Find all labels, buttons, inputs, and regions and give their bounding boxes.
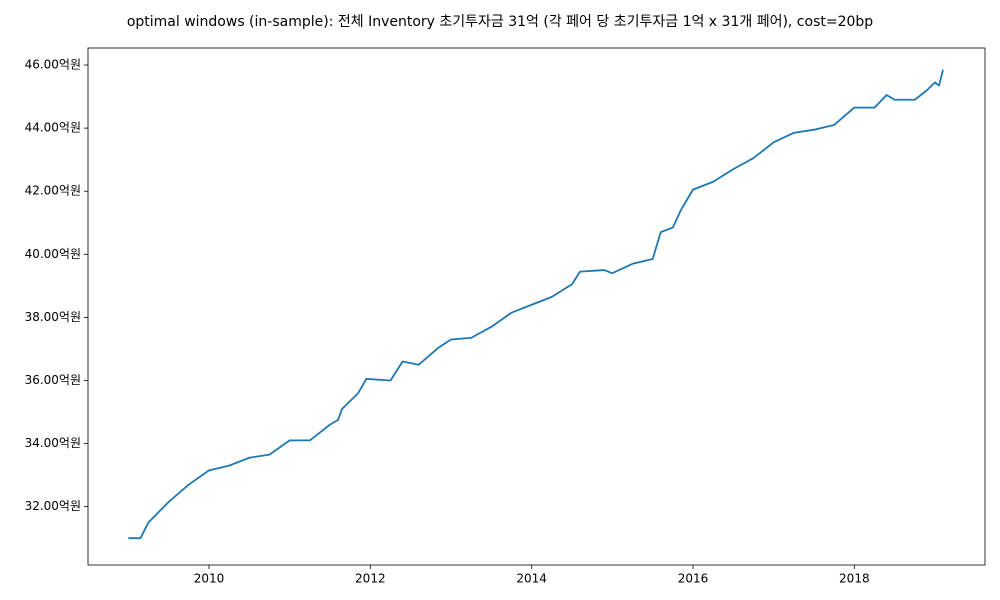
x-tick-label: 2010 xyxy=(194,572,225,586)
y-tick-label: 44.00억원 xyxy=(25,121,81,135)
y-tick-label: 46.00억원 xyxy=(25,58,81,72)
y-tick-label: 32.00억원 xyxy=(25,499,81,513)
y-tick-label: 36.00억원 xyxy=(25,373,81,387)
x-tick-label: 2012 xyxy=(355,572,386,586)
x-tick-label: 2016 xyxy=(678,572,709,586)
y-tick-label: 40.00억원 xyxy=(25,247,81,261)
y-tick-label: 42.00억원 xyxy=(25,184,81,198)
x-tick-label: 2014 xyxy=(516,572,547,586)
y-tick-label: 38.00억원 xyxy=(25,310,81,324)
line xyxy=(128,69,944,540)
chart-title: optimal windows (in-sample): 전체 Inventor… xyxy=(127,14,873,30)
plot-frame xyxy=(87,47,986,566)
y-tick-label: 34.00억원 xyxy=(25,436,81,450)
x-tick-label: 2018 xyxy=(839,572,870,586)
